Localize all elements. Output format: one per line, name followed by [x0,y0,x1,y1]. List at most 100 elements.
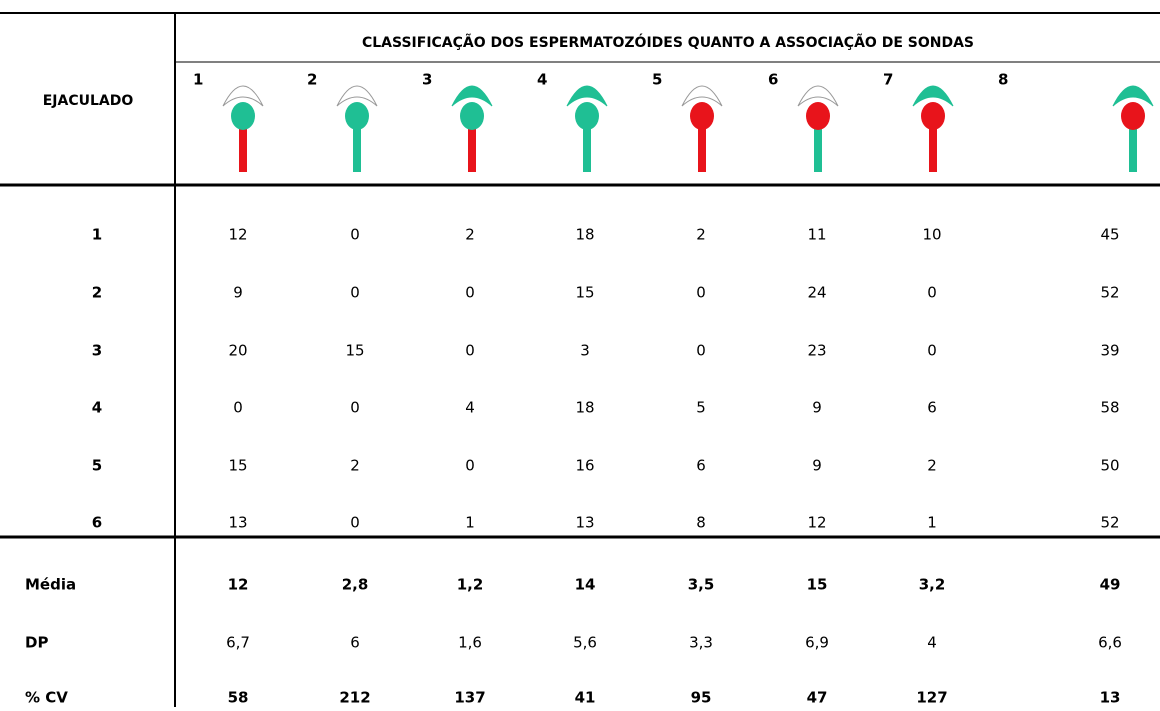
stat-cell: 58 [228,689,249,707]
cell: 6 [927,399,937,417]
sperm-head [345,102,369,130]
column-number: 4 [537,71,547,89]
cell: 6 [696,457,706,475]
cell: 39 [1100,342,1119,360]
cell: 1 [927,514,937,532]
sperm-tail [1129,126,1137,172]
stat-label: Média [25,576,76,594]
cell: 11 [807,226,826,244]
stat-label: % CV [25,689,68,707]
cell: 0 [927,342,937,360]
stat-cell: 6,6 [1098,634,1122,652]
stat-cell: 49 [1100,576,1121,594]
table: CLASSIFICAÇÃO DOS ESPERMATOZÓIDES QUANTO… [0,0,1160,707]
sperm-tail [468,126,476,172]
stat-cell: 13 [1100,689,1121,707]
cell: 9 [233,284,243,302]
column-number: 5 [652,71,662,89]
sperm-tail [814,126,822,172]
sperm-head [575,102,599,130]
cell: 13 [575,514,594,532]
cell: 50 [1100,457,1119,475]
stat-cell: 6,9 [805,634,829,652]
title: CLASSIFICAÇÃO DOS ESPERMATOZÓIDES QUANTO… [362,33,974,51]
cell: 0 [350,226,360,244]
row-label: 1 [92,226,102,244]
row-header: EJACULADO [43,93,134,109]
stat-cell: 47 [807,689,828,707]
column-number: 3 [422,71,432,89]
cell: 45 [1100,226,1119,244]
cell: 0 [696,284,706,302]
cell: 52 [1100,514,1119,532]
cell: 0 [350,514,360,532]
cell: 0 [465,342,475,360]
column-number: 7 [883,71,893,89]
cell: 8 [696,514,706,532]
cell: 3 [580,342,590,360]
stat-cell: 1,6 [458,634,482,652]
cell: 15 [228,457,247,475]
cell: 0 [927,284,937,302]
stat-cell: 127 [916,689,947,707]
cell: 9 [812,399,822,417]
row-label: 5 [92,457,102,475]
cell: 0 [696,342,706,360]
stat-cell: 2,8 [342,576,369,594]
column-number: 6 [768,71,778,89]
cell: 20 [228,342,247,360]
stat-cell: 14 [575,576,596,594]
cell: 23 [807,342,826,360]
stat-cell: 4 [927,634,937,652]
cell: 0 [233,399,243,417]
row-label: 2 [92,284,102,302]
stat-cell: 3,5 [688,576,715,594]
sperm-head [921,102,945,130]
cell: 15 [345,342,364,360]
cell: 16 [575,457,594,475]
stat-cell: 6,7 [226,634,250,652]
stat-cell: 3,2 [919,576,946,594]
column-number: 2 [307,71,317,89]
sperm-head [806,102,830,130]
cell: 5 [696,399,706,417]
cell: 9 [812,457,822,475]
cell: 15 [575,284,594,302]
row-label: 3 [92,342,102,360]
cell: 52 [1100,284,1119,302]
column-number: 8 [998,71,1008,89]
stat-cell: 12 [228,576,249,594]
row-label: 4 [92,399,102,417]
cell: 2 [927,457,937,475]
cell: 13 [228,514,247,532]
cell: 12 [228,226,247,244]
cell: 1 [465,514,475,532]
sperm-head [460,102,484,130]
sperm-tail [239,126,247,172]
cell: 0 [350,399,360,417]
cell: 0 [465,284,475,302]
cell: 0 [350,284,360,302]
cell: 2 [350,457,360,475]
sperm-tail [698,126,706,172]
sperm-head [690,102,714,130]
cell: 0 [465,457,475,475]
stat-cell: 1,2 [457,576,484,594]
cell: 10 [922,226,941,244]
column-number: 1 [193,71,203,89]
sperm-tail [353,126,361,172]
sperm-head [1121,102,1145,130]
cell: 12 [807,514,826,532]
cell: 58 [1100,399,1119,417]
sperm-head [231,102,255,130]
cell: 18 [575,226,594,244]
cell: 2 [465,226,475,244]
stat-label: DP [25,634,48,652]
cell: 2 [696,226,706,244]
stat-cell: 212 [339,689,370,707]
cell: 4 [465,399,475,417]
stat-cell: 5,6 [573,634,597,652]
stat-cell: 137 [454,689,485,707]
stat-cell: 15 [807,576,828,594]
stat-cell: 41 [575,689,596,707]
